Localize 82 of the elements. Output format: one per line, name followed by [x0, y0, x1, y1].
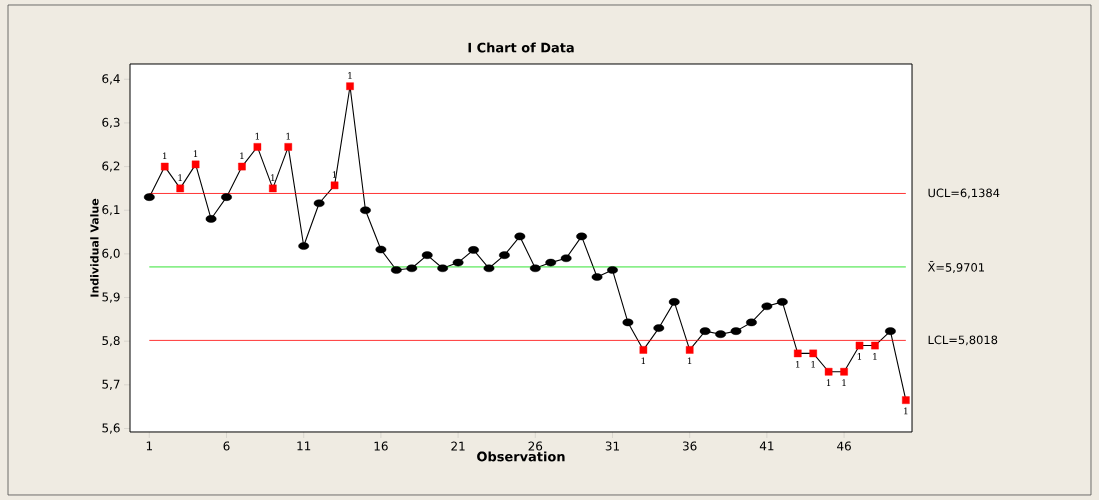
point: [607, 266, 618, 274]
point: [375, 245, 387, 254]
x-tick-label: 41: [759, 441, 774, 451]
point: [514, 232, 526, 241]
point: [176, 184, 184, 193]
y-tick-label: 5,8: [102, 336, 120, 347]
point: [437, 264, 449, 273]
annotation: 1: [796, 360, 800, 368]
x-tick-label: 31: [605, 441, 619, 451]
x-tick-label: 21: [451, 441, 465, 451]
annotation: 1: [904, 407, 908, 415]
point: [313, 199, 325, 208]
point: [715, 330, 726, 338]
annotation: 1: [842, 379, 846, 386]
point: [746, 318, 757, 327]
x-tick-label: 6: [223, 441, 230, 451]
point: [238, 162, 246, 171]
y-tick-label: 6,3: [102, 117, 120, 129]
annotation: 1: [162, 152, 167, 160]
point: [809, 349, 817, 358]
y-tick-label: 5,6: [102, 423, 120, 434]
point: [545, 258, 557, 267]
x-tick-label: 1: [146, 441, 153, 451]
annotation: 1: [873, 353, 877, 360]
y-tick-label: 6,4: [102, 74, 120, 85]
point: [902, 396, 910, 404]
annotation: 1: [826, 379, 831, 386]
point: [346, 82, 354, 91]
point: [761, 302, 773, 311]
point: [483, 264, 495, 273]
annotation: 1: [240, 152, 244, 160]
annotation: 1: [857, 353, 862, 360]
ref-line-label: LCL=5,8018: [928, 335, 998, 346]
point: [160, 162, 169, 171]
annotation: 1: [178, 174, 182, 181]
x-tick-label: 36: [682, 441, 697, 451]
point: [576, 232, 588, 241]
point: [284, 143, 293, 151]
x-tick-label: 11: [297, 441, 311, 451]
point: [855, 341, 864, 350]
x-tick-label: 26: [528, 441, 543, 451]
annotation: 1: [811, 360, 815, 368]
annotation: 1: [641, 357, 645, 365]
point: [885, 327, 896, 335]
annotation: 1: [348, 72, 352, 79]
y-axis-title: Individual Value: [90, 198, 99, 297]
x-axis-title: Observation: [477, 451, 565, 462]
point: [330, 181, 339, 190]
point: [824, 367, 833, 376]
annotation: 1: [687, 357, 692, 365]
annotation: 1: [193, 150, 198, 157]
point: [499, 251, 510, 259]
point: [685, 346, 694, 354]
annotation: 1: [286, 132, 290, 140]
annotation: 1: [255, 132, 259, 140]
x-tick-label: 16: [374, 441, 388, 451]
point: [560, 254, 572, 263]
point: [191, 160, 200, 169]
point: [639, 346, 648, 354]
y-tick-label: 6,1: [102, 205, 120, 216]
point: [468, 246, 479, 254]
annotation: 1: [271, 174, 275, 181]
point: [622, 318, 634, 327]
chart-title: I Chart of Data: [468, 42, 574, 53]
point: [840, 367, 848, 376]
point: [360, 206, 371, 215]
y-tick-label: 6,2: [102, 161, 120, 172]
point: [871, 341, 879, 350]
point: [529, 264, 541, 273]
ref-line-label: UCL=6,1384: [928, 188, 1000, 199]
point: [452, 258, 464, 267]
x-tick-label: 46: [837, 441, 851, 451]
y-tick-label: 5,9: [102, 292, 120, 303]
y-tick-label: 6,0: [102, 248, 120, 260]
point: [406, 264, 418, 273]
point: [793, 349, 802, 358]
point: [253, 143, 262, 151]
annotation: 1: [332, 171, 337, 178]
point: [221, 193, 232, 201]
ref-line-label: X̄=5,9701: [927, 260, 985, 273]
y-tick-label: 5,7: [102, 379, 120, 390]
point: [269, 184, 277, 193]
